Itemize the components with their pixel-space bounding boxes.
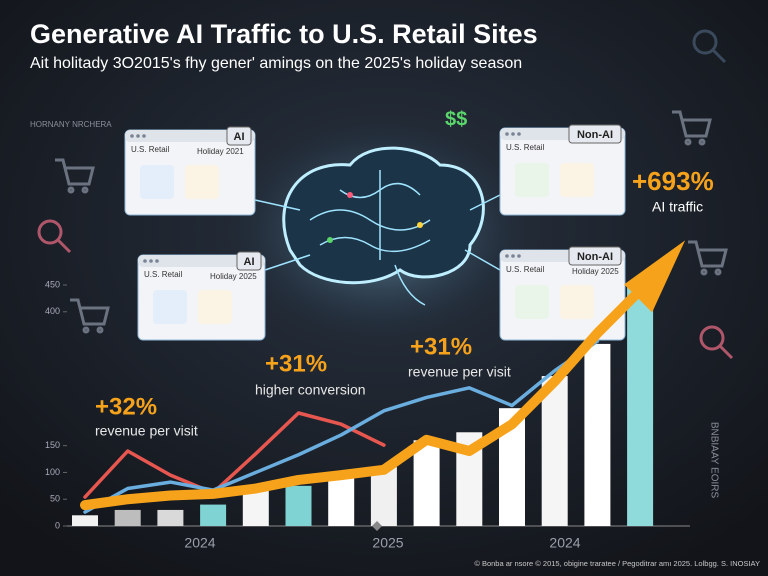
card-badge <box>568 124 622 144</box>
annotation-value: +32% <box>95 393 157 420</box>
bar <box>114 509 141 526</box>
y-tick-label: 100 <box>45 467 60 477</box>
side-text: BNBIAAY EOIRS <box>708 422 719 499</box>
line-series <box>83 339 600 514</box>
annotation-value: +31% <box>410 333 472 360</box>
card-badge <box>236 251 262 271</box>
card-dot <box>505 254 509 258</box>
title: Generative AI Traffic to U.S. Retail Sit… <box>30 19 538 49</box>
card-badge-text: AI <box>234 131 245 143</box>
currency-mark: $$ <box>445 108 467 130</box>
card-dot <box>511 132 515 136</box>
card-header <box>138 255 265 267</box>
card-badge-text: Non-AI <box>577 129 613 141</box>
bar <box>157 509 184 526</box>
card-dot <box>142 134 146 138</box>
annotation-label: AI traffic <box>652 199 703 215</box>
card-header <box>125 130 255 142</box>
card-dot <box>155 259 159 263</box>
card-period: Holiday 2025 <box>572 267 619 276</box>
card-icon <box>153 290 187 324</box>
card-dot <box>143 259 147 263</box>
y-tick-label: 50 <box>50 494 60 504</box>
card-dot <box>517 132 521 136</box>
y-tick-label: 400 <box>45 306 60 316</box>
bar <box>413 440 440 526</box>
cards: AI U.S. Retail Holiday 2021 Non-AI U.S. Reta… <box>124 124 626 341</box>
annotation-label: revenue per visit <box>408 364 511 380</box>
arrow-head <box>624 240 686 313</box>
bar <box>541 376 568 526</box>
card-period: Holiday 2025 <box>210 272 257 281</box>
annotation-label: higher conversion <box>255 382 366 398</box>
card-dot <box>511 254 515 258</box>
logo: HORNANY NRCHERA <box>30 120 112 129</box>
annotation-value: +31% <box>265 350 327 377</box>
card-badge <box>568 246 622 266</box>
card-badge-text: Non-AI <box>577 251 613 263</box>
card-dot <box>149 259 153 263</box>
brain <box>230 120 530 340</box>
period-label: 2025 <box>372 535 403 551</box>
bar <box>627 285 654 526</box>
card-icon <box>140 165 174 199</box>
y-tick-label: 0 <box>55 520 60 530</box>
card-dot <box>505 132 509 136</box>
card-icon <box>515 163 549 197</box>
bar <box>242 488 269 526</box>
card-icon <box>198 290 232 324</box>
card-label: U.S. Retail <box>144 270 182 279</box>
card-icon <box>515 285 549 319</box>
card-icon <box>560 285 594 319</box>
bar <box>200 504 227 526</box>
bar <box>72 515 98 526</box>
bar <box>328 477 355 526</box>
card-label: U.S. Retail <box>506 265 544 274</box>
card-label: U.S. Retail <box>131 145 169 154</box>
period-label: 2024 <box>549 535 580 551</box>
card-dot <box>136 134 140 138</box>
card-badge-text: AI <box>244 256 255 268</box>
card-label: U.S. Retail <box>506 143 544 152</box>
line-series <box>83 411 386 499</box>
annotation-label: revenue per visit <box>95 423 198 439</box>
y-tick-label: 450 <box>45 279 60 289</box>
y-tick-label: 150 <box>45 440 60 450</box>
period-marker <box>372 521 382 531</box>
card-period: Holiday 2021 <box>197 147 244 156</box>
subtitle: Ait holitady 3O2015's fhy gener' amings … <box>30 55 522 72</box>
bar <box>584 343 611 526</box>
card-dot <box>130 134 134 138</box>
line-series <box>80 285 646 511</box>
card-icon <box>560 163 594 197</box>
icons <box>37 29 734 360</box>
annotation-value: +693% <box>632 166 714 196</box>
card-dot <box>517 254 521 258</box>
footer: © Bonba ar nsore © 2015, obigine trarate… <box>474 559 760 568</box>
card-badge <box>226 126 252 146</box>
card-icon <box>185 165 219 199</box>
period-label: 2024 <box>184 535 215 551</box>
bar <box>285 485 312 526</box>
bar <box>370 467 397 526</box>
